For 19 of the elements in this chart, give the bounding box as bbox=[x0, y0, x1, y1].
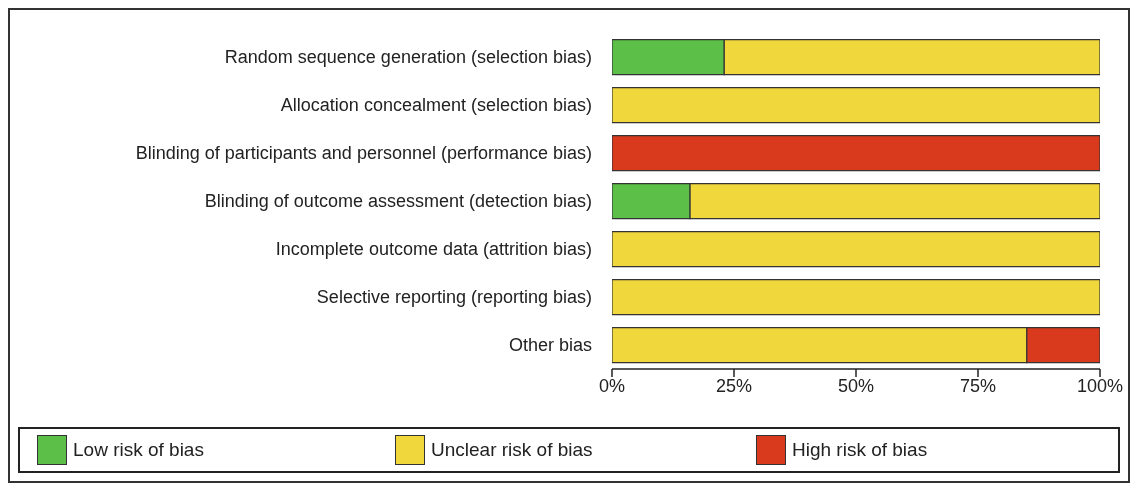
bar bbox=[612, 87, 1100, 124]
legend-label: Low risk of bias bbox=[73, 439, 204, 461]
x-tick-label: 50% bbox=[837, 375, 875, 396]
x-tick-label: 75% bbox=[959, 375, 997, 396]
x-tick-label: 25% bbox=[715, 375, 753, 396]
y-tick-label: Other bias bbox=[508, 335, 592, 356]
y-tick-label: Allocation concealment (selection bias) bbox=[280, 95, 592, 116]
y-tick-label: Blinding of outcome assessment (detection bias) bbox=[204, 191, 592, 212]
x-tick-label: 100% bbox=[1076, 375, 1124, 396]
legend-label: Unclear risk of bias bbox=[431, 439, 593, 461]
bar bbox=[612, 279, 1100, 316]
y-tick-label: Random sequence generation (selection bias) bbox=[224, 47, 592, 68]
y-tick-label: Selective reporting (reporting bias) bbox=[316, 287, 592, 308]
bar bbox=[612, 135, 1100, 172]
x-tick-label: 0% bbox=[598, 375, 626, 396]
bar bbox=[612, 231, 1100, 268]
y-tick-label: Blinding of participants and personnel (performance bias) bbox=[135, 143, 592, 164]
legend-label: High risk of bias bbox=[792, 439, 928, 461]
y-tick-label: Incomplete outcome data (attrition bias) bbox=[275, 239, 592, 260]
